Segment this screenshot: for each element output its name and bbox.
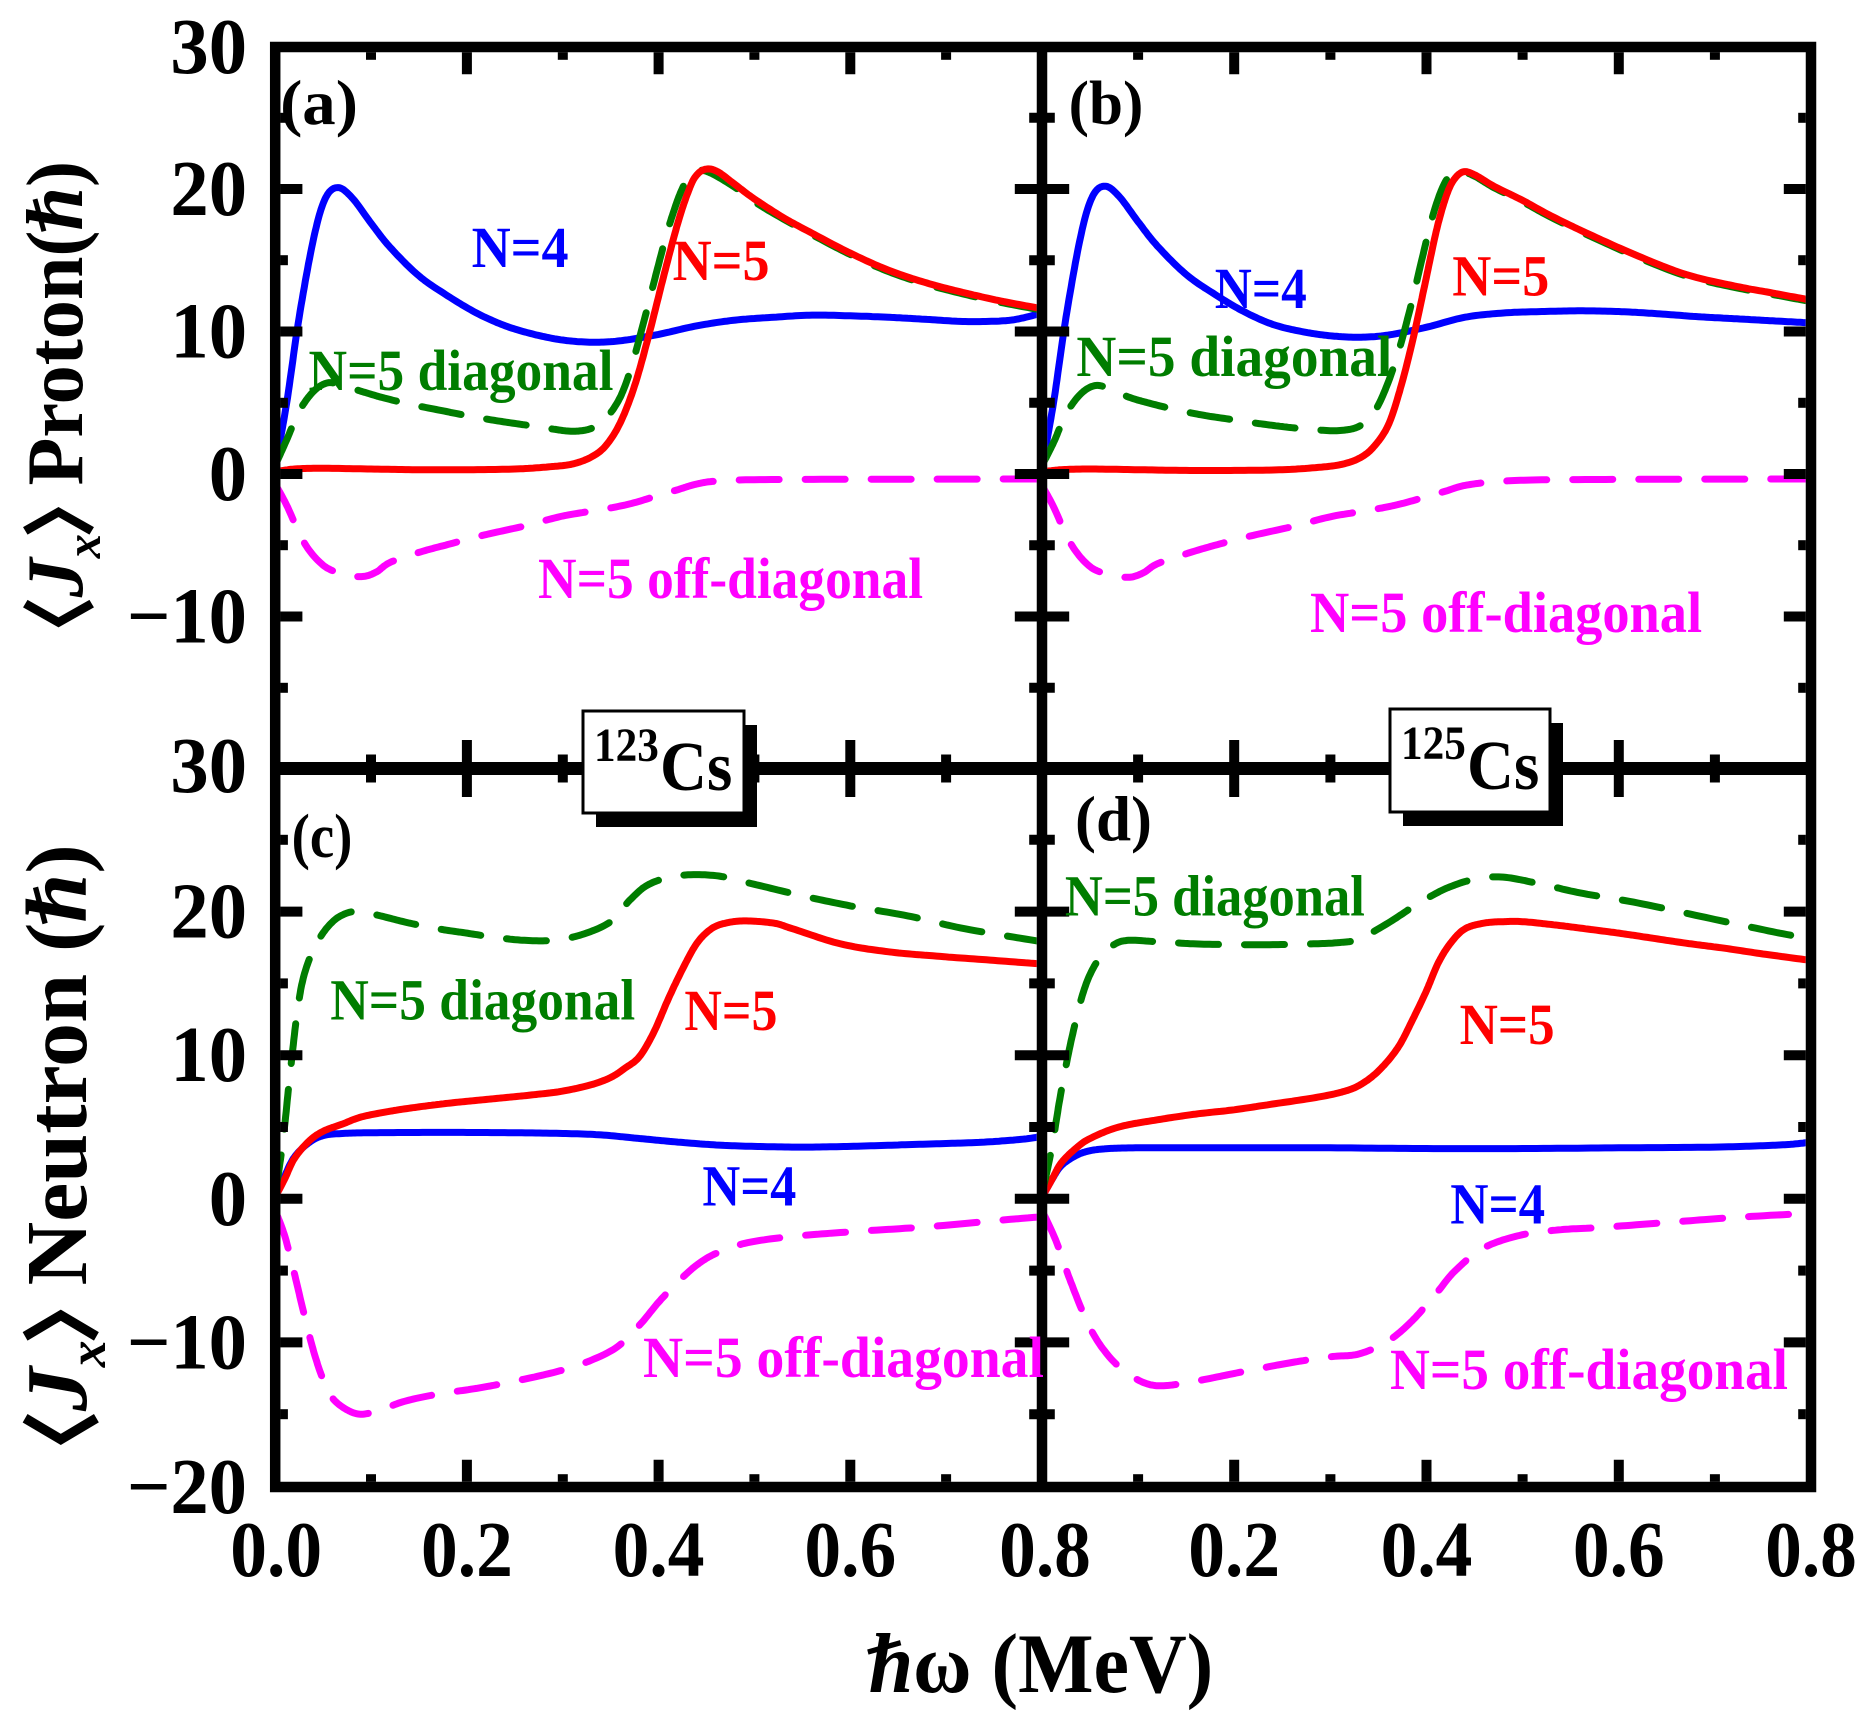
svg-text:x: x (57, 1340, 117, 1368)
svg-text:30: 30 (170, 722, 247, 809)
svg-text:x: x (55, 534, 111, 559)
svg-text:Cs: Cs (1467, 727, 1539, 805)
svg-text:125: 125 (1401, 716, 1466, 770)
svg-text:N=5 off-diagonal: N=5 off-diagonal (538, 547, 923, 611)
svg-text:20: 20 (170, 868, 247, 955)
svg-text:(c): (c) (292, 800, 353, 870)
svg-text:(a): (a) (280, 69, 358, 139)
svg-text:): ) (11, 161, 101, 187)
svg-text:N=5 diagonal: N=5 diagonal (330, 969, 635, 1033)
svg-text:N=5 diagonal: N=5 diagonal (309, 339, 614, 403)
svg-text:N=5: N=5 (673, 229, 770, 293)
svg-text:−20: −20 (127, 1443, 247, 1530)
svg-text:J: J (8, 1364, 104, 1412)
svg-text:Cs: Cs (660, 728, 732, 806)
svg-text:0.0: 0.0 (230, 1506, 322, 1594)
svg-text:(d): (d) (1075, 784, 1152, 854)
svg-text:h: h (8, 874, 104, 923)
svg-text:20: 20 (170, 145, 247, 232)
svg-text:0.8: 0.8 (999, 1506, 1091, 1594)
svg-text:N=4: N=4 (1215, 256, 1307, 321)
svg-text:N=5: N=5 (1452, 245, 1549, 309)
svg-text:−10: −10 (127, 1298, 247, 1385)
svg-text:N=5 off-diagonal: N=5 off-diagonal (643, 1326, 1044, 1390)
svg-text:N=5 off-diagonal: N=5 off-diagonal (1390, 1339, 1788, 1403)
svg-text:0: 0 (209, 430, 247, 517)
svg-text:(b): (b) (1069, 69, 1144, 138)
svg-text:N=4: N=4 (702, 1154, 796, 1218)
svg-text:123: 123 (594, 718, 659, 772)
svg-text:Proton(: Proton( (11, 231, 101, 486)
svg-text:ω (MeV): ω (MeV) (913, 1617, 1213, 1711)
svg-text:10: 10 (170, 287, 247, 374)
svg-text:30: 30 (170, 3, 247, 90)
svg-text:): ) (8, 844, 104, 873)
svg-text:h: h (869, 1617, 913, 1711)
svg-text:N=5: N=5 (1460, 993, 1555, 1058)
svg-text:N=5: N=5 (684, 978, 777, 1042)
svg-text:0.4: 0.4 (613, 1506, 705, 1594)
svg-text:10: 10 (170, 1011, 247, 1098)
svg-text:N=4: N=4 (1450, 1173, 1545, 1238)
svg-text:Neutron (: Neutron ( (8, 923, 104, 1286)
svg-text:N=4: N=4 (472, 216, 569, 280)
svg-text:−10: −10 (127, 572, 247, 659)
svg-text:0.6: 0.6 (804, 1506, 896, 1594)
svg-text:N=5 diagonal: N=5 diagonal (1065, 864, 1365, 928)
svg-text:h: h (11, 187, 101, 231)
svg-text:0.4: 0.4 (1381, 1506, 1473, 1594)
svg-text:0: 0 (209, 1155, 247, 1242)
svg-text:0.2: 0.2 (1188, 1506, 1280, 1594)
svg-text:J: J (11, 556, 101, 598)
svg-text:0.8: 0.8 (1765, 1506, 1857, 1594)
svg-text:0.2: 0.2 (421, 1506, 513, 1594)
svg-text:N=5 off-diagonal: N=5 off-diagonal (1310, 581, 1702, 645)
svg-text:0.6: 0.6 (1573, 1506, 1665, 1594)
svg-text:N=5 diagonal: N=5 diagonal (1076, 325, 1392, 389)
